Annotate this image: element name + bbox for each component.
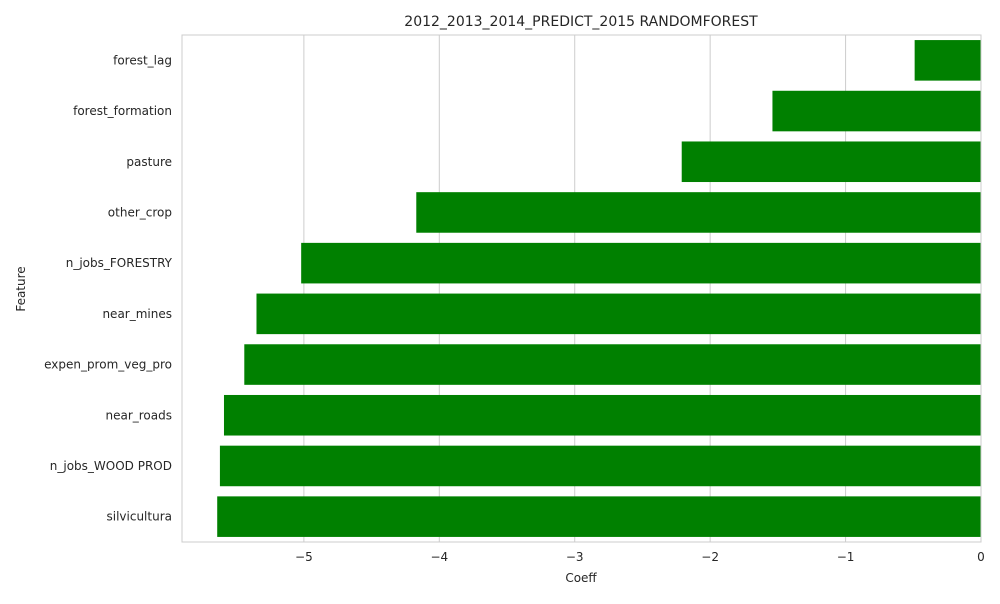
y-tick-label: pasture <box>126 155 172 169</box>
bar-forest-formation <box>772 90 981 132</box>
x-tick-label: −1 <box>837 550 855 564</box>
y-tick-label: n_jobs_FORESTRY <box>66 256 173 270</box>
bar-pasture <box>681 141 981 183</box>
y-tick-label: forest_formation <box>73 104 172 118</box>
x-tick-label: −5 <box>295 550 313 564</box>
y-tick-label: forest_lag <box>113 53 172 67</box>
plot-border <box>181 34 982 543</box>
bar-near-mines <box>256 293 982 335</box>
x-tick-label: 0 <box>977 550 985 564</box>
plot-frame <box>181 34 982 543</box>
x-tick-label: −4 <box>430 550 448 564</box>
y-tick-label: silvicultura <box>107 510 173 524</box>
y-tick-label: near_roads <box>105 408 172 422</box>
x-tick-label: −3 <box>566 550 584 564</box>
x-tick-label: −2 <box>701 550 719 564</box>
bar-n-jobs-wood-prod <box>219 445 981 487</box>
bar-n-jobs-forestry <box>301 242 982 284</box>
y-tick-label: expen_prom_veg_pro <box>44 358 172 372</box>
bar-near-roads <box>223 394 982 436</box>
y-axis-label: Feature <box>14 266 28 311</box>
bar-forest-lag <box>914 40 981 81</box>
x-tick-labels: −5 −4 −3 −2 −1 0 <box>295 550 985 564</box>
x-axis-label: Coeff <box>565 571 597 585</box>
y-tick-label: n_jobs_WOOD PROD <box>50 459 172 473</box>
y-tick-label: near_mines <box>102 307 172 321</box>
chart-title: 2012_2013_2014_PREDICT_2015 RANDOMFOREST <box>404 14 758 30</box>
bar-other-crop <box>416 192 981 233</box>
y-tick-label: other_crop <box>108 205 172 219</box>
bars <box>217 40 982 537</box>
bar-expen-prom-veg-pro <box>244 344 981 385</box>
bar-silvicultura <box>217 496 981 537</box>
